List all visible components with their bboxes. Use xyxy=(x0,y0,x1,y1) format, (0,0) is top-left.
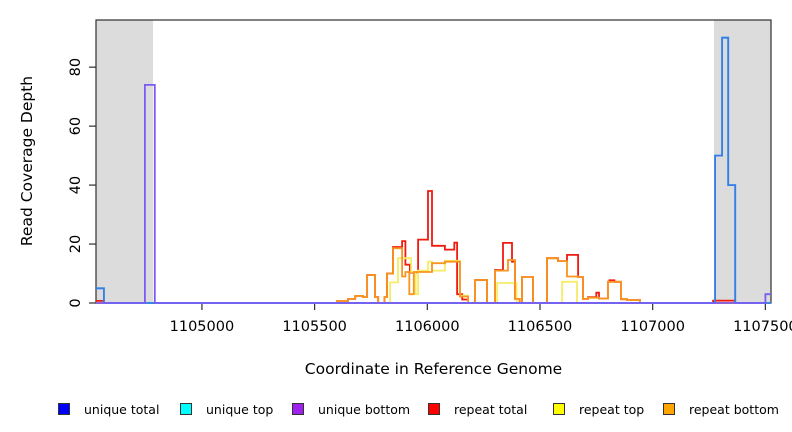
series-unique-total xyxy=(96,36,771,304)
y-tick-label: 0 xyxy=(68,298,84,307)
legend-label: unique total xyxy=(84,401,160,417)
legend-swatch-unique-bottom xyxy=(292,403,304,415)
x-tick-label: 1107500 xyxy=(733,319,792,335)
x-tick-label: 1105500 xyxy=(282,319,347,335)
legend: unique total unique top unique bottom repea… xyxy=(0,398,792,424)
x-tick-label: 1106500 xyxy=(508,319,573,335)
x-tick-label: 1107000 xyxy=(620,319,685,335)
y-axis-title: Read Coverage Depth xyxy=(18,75,36,247)
x-tick-label: 1105000 xyxy=(170,319,235,335)
plot-border xyxy=(95,19,772,304)
legend-item-unique-top: unique top xyxy=(180,398,273,420)
coverage-plot-canvas: 1105000 1105500 1106000 1106500 1107000 11075… xyxy=(68,19,792,335)
y-tick-label: 80 xyxy=(68,58,84,76)
legend-label: repeat bottom xyxy=(689,401,779,417)
legend-item-repeat-top: repeat top xyxy=(553,398,644,420)
legend-item-unique-total: unique total xyxy=(58,398,159,420)
y-tick-label: 60 xyxy=(68,117,84,135)
x-axis-title: Coordinate in Reference Genome xyxy=(304,360,563,378)
legend-swatch-repeat-bottom xyxy=(663,403,675,415)
masked-region-right xyxy=(713,20,771,303)
y-tick-label: 20 xyxy=(68,235,84,253)
legend-item-repeat-bottom: repeat bottom xyxy=(663,398,779,420)
masked-region-left xyxy=(96,20,154,303)
x-tick-label: 1106000 xyxy=(395,319,460,335)
series-repeat-total xyxy=(96,190,771,304)
legend-swatch-repeat-top xyxy=(553,403,565,415)
legend-swatch-unique-total xyxy=(58,403,70,415)
legend-swatch-repeat-total xyxy=(428,403,440,415)
y-tick-label: 40 xyxy=(68,176,84,194)
series-unique-bottom xyxy=(96,84,771,304)
legend-item-repeat-total: repeat total xyxy=(428,398,527,420)
legend-item-unique-bottom: unique bottom xyxy=(292,398,410,420)
legend-label: unique bottom xyxy=(318,401,411,417)
legend-swatch-unique-top xyxy=(180,403,192,415)
series-repeat-bottom xyxy=(96,247,771,304)
legend-label: unique top xyxy=(206,401,274,417)
legend-label: repeat total xyxy=(454,401,528,417)
legend-label: repeat top xyxy=(579,401,645,417)
series-repeat-top xyxy=(96,257,771,304)
